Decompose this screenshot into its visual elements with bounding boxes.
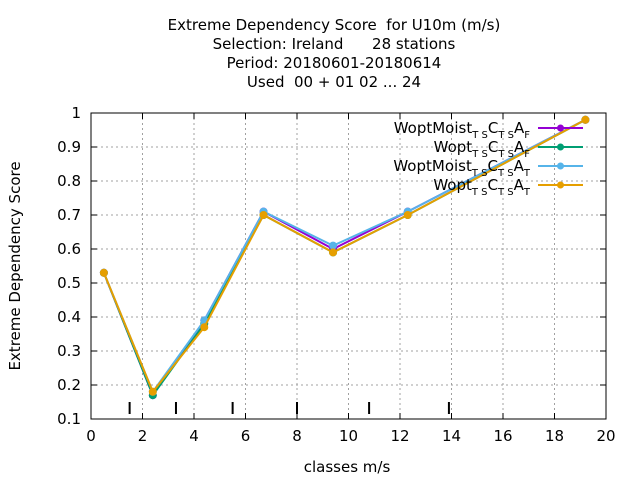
axes: 0 2 4 6 8 10 12 14 16 18 20 0.1 0.2 0.3 0.4 0.5 0.6 0.7 0.…	[57, 104, 615, 445]
data-point	[99, 268, 108, 277]
series-group	[99, 115, 590, 400]
y-tick-label: 0.7	[57, 206, 81, 224]
legend-label-3: WoptMoistT SCT SAT	[393, 157, 531, 179]
x-tick-label: 12	[390, 427, 409, 445]
data-point	[259, 211, 268, 219]
y-tick-label: 0.9	[57, 138, 81, 156]
y-tick-label: 0.1	[57, 410, 81, 428]
y-tick-label: 0.8	[57, 172, 81, 190]
x-tick-label: 0	[86, 427, 96, 445]
legend-key-marker	[557, 162, 564, 170]
chart-title-line-1: Extreme Dependency Score for U10m (m/s)	[167, 16, 501, 34]
x-tick-label: 20	[596, 427, 615, 445]
data-point	[200, 323, 209, 332]
data-point	[329, 241, 338, 250]
legend-label-2: WoptT SCT SAF	[434, 138, 531, 160]
x-tick-label: 2	[138, 427, 148, 445]
x-tick-label: 10	[339, 427, 358, 445]
y-tick-label: 0.3	[57, 342, 81, 360]
y-tick-label: 0.4	[57, 308, 81, 326]
x-tick-label: 14	[442, 427, 461, 445]
legend-key-marker	[557, 143, 564, 151]
chart-title-line-2: Selection: Ireland 28 stations	[212, 35, 456, 53]
x-tick-label: 16	[493, 427, 512, 445]
y-tick-label: 0.5	[57, 274, 81, 292]
y-tick-label: 1	[71, 104, 81, 122]
x-tick-label: 8	[292, 427, 302, 445]
y-axis-label: Extreme Dependency Score	[6, 161, 24, 370]
data-point	[581, 115, 590, 124]
chart-title-line-4: Used 00 + 01 02 ... 24	[246, 73, 422, 91]
legend-key-marker	[557, 124, 564, 132]
data-point	[403, 211, 412, 219]
x-axis-label: classes m/s	[304, 458, 391, 476]
x-tick-label: 18	[545, 427, 564, 445]
chart-title-line-3: Period: 20180601-20180614	[226, 54, 442, 72]
data-point	[329, 248, 338, 257]
x-tick-label: 6	[241, 427, 251, 445]
legend-label-4: WoptT SCT SAT	[433, 176, 531, 198]
legend-label-1: WoptMoistT SCT SAF	[394, 119, 531, 141]
y-tick-label: 0.6	[57, 240, 81, 258]
x-tick-label: 4	[189, 427, 199, 445]
legend-key-marker	[557, 181, 564, 189]
data-point	[148, 387, 157, 396]
y-tick-label: 0.2	[57, 376, 81, 394]
